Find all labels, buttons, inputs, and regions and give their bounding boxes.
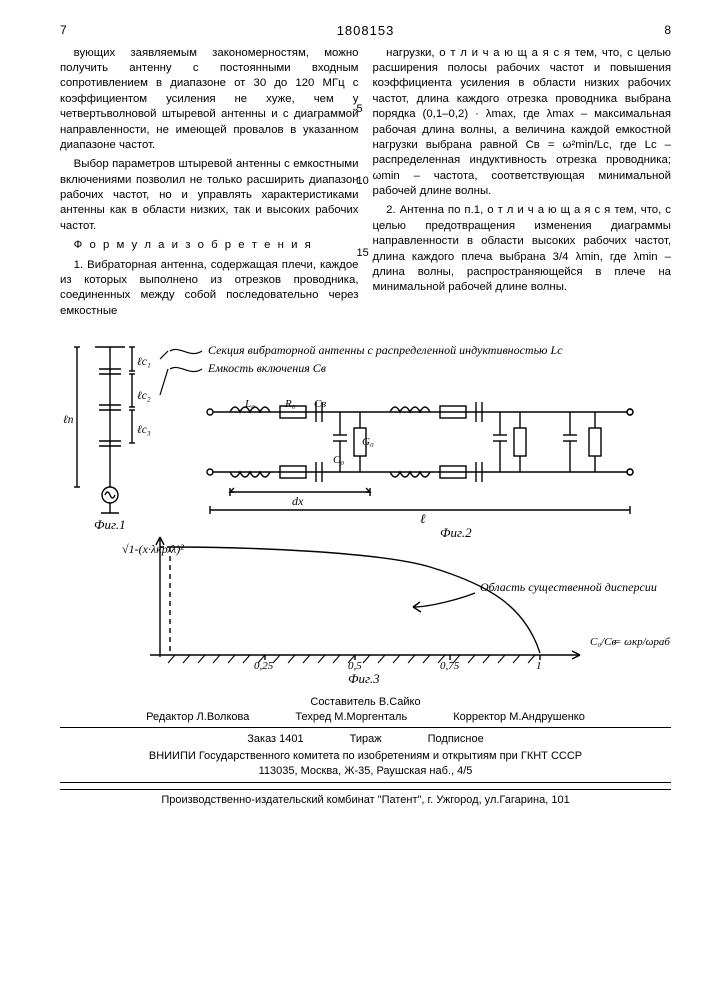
compiler: Составитель В.Сайко [60,695,671,710]
r2c: тем, что, с целью предотвращения изменен… [373,204,672,293]
left-p1: вующих заявляемым закономерностям, можно… [60,46,359,154]
fig2 [207,402,633,514]
subscribe: Подписное [428,732,484,747]
r1b: о т л и ч а ю щ а я с я [439,47,570,59]
left-p2: Выбор параметров штыревой антенны с емко… [60,157,359,234]
org: ВНИИПИ Государственного комитета по изоб… [60,749,671,764]
footer-block: Заказ 1401 Тираж Подписное ВНИИПИ Госуда… [60,727,671,784]
fig1-ln: ℓn [63,414,74,426]
text-columns: вующих заявляемым закономерностям, можно… [60,46,671,324]
fig1-cap: Фиг.1 [94,517,126,532]
right-p1: нагрузки, о т л и ч а ю щ а я с я тем, ч… [373,46,672,200]
r2a: 2. Антенна по п.1, [386,204,487,216]
sym-L: L₀ [244,398,255,410]
tirazh: Тираж [350,732,382,747]
fig3 [150,537,580,663]
fig3-yexpr: √1-(x·λкр/λ)² [122,542,184,556]
addr: 113035, Москва, Ж-35, Раушская наб., 4/5 [60,764,671,779]
sym-dx: dx [292,494,304,508]
fig-label-1: Секция вибраторной антенны с распределен… [208,343,563,357]
fig3-cap: Фиг.3 [348,671,380,686]
sym-R: R₀ [284,398,296,410]
footer-credits: Редактор Л.Волкова Техред М.Моргенталь К… [60,710,671,725]
formula-title: Ф о р м у л а и з о б р е т е н и я [60,238,359,253]
lineno-5: 5 [357,102,363,117]
fig2-cap: Фиг.2 [440,525,472,540]
left-column: вующих заявляемым закономерностям, можно… [60,46,359,324]
doc-number: 1808153 [67,22,665,40]
tech: Техред М.Моргенталь [295,710,407,725]
fig3-r2: = ωкр/ωраб [614,636,670,648]
right-p2: 2. Антенна по п.1, о т л и ч а ю щ а я с… [373,203,672,295]
page: 7 1808153 8 вующих заявляемым закономерн… [0,0,707,1000]
fig1-lc1: ℓc₁ [137,356,151,368]
xt4: 1 [536,660,542,672]
sym-l: ℓ [420,511,426,526]
order: Заказ 1401 [247,732,303,747]
lineno-10: 10 [357,174,369,189]
lineno-15: 15 [357,246,369,261]
xt1: 0,25 [254,660,274,672]
fig3-disp: Область существенной дисперсии [480,580,657,594]
fig1-lc2: ℓc₂ [137,390,151,402]
figure-block: ℓn ℓc₁ ℓc₂ ℓc₃ Фиг.1 Секция вибраторной … [60,337,671,667]
r1c: тем, что, с целью расширения полосы рабо… [373,47,672,198]
figures-svg: ℓn ℓc₁ ℓc₂ ℓc₃ Фиг.1 Секция вибраторной … [60,337,670,667]
fig1 [74,347,135,513]
footer: Составитель В.Сайко Редактор Л.Волкова Т… [60,695,671,808]
header: 7 1808153 8 [60,22,671,40]
corrector: Корректор М.Андрушенко [453,710,585,725]
xt3: 0,75 [440,660,460,672]
right-column: 5 10 15 нагрузки, о т л и ч а ю щ а я с … [373,46,672,324]
r1a: нагрузки, [386,47,439,59]
sym-C0: C₀ [333,454,344,466]
fig3-r1: C₀/Cв [590,636,617,648]
page-num-left: 7 [60,22,67,38]
fig1-lc3: ℓc₃ [137,424,151,436]
sym-G0: G₀ [362,436,374,448]
r2b: о т л и ч а ю щ а я с я [487,204,610,216]
editor: Редактор Л.Волкова [146,710,249,725]
page-num-right: 8 [664,22,671,38]
publisher: Производственно-издательский комбинат "П… [60,789,671,808]
fig-label-2: Емкость включения Cв [207,361,326,375]
left-p3: 1. Вибраторная антенна, содержащая плечи… [60,258,359,320]
sym-Cb: Cв [314,398,326,410]
